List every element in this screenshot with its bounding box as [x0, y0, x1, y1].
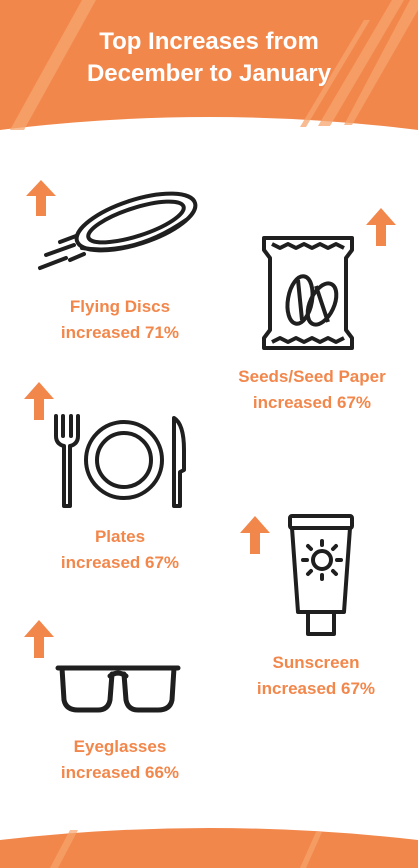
item-name: Sunscreen	[272, 653, 360, 672]
up-arrow-icon	[366, 208, 396, 246]
plate-fork-knife-icon	[54, 414, 186, 508]
item-name: Eyeglasses	[73, 737, 167, 756]
up-arrow-icon	[240, 516, 270, 554]
item-label-eyeglasses: Eyeglasses increased 66%	[20, 734, 220, 786]
up-arrow-icon	[26, 180, 56, 216]
item-label-plates: Plates increased 67%	[20, 524, 220, 576]
header-banner	[0, 0, 418, 130]
item-label-seeds: Seeds/Seed Paper increased 67%	[212, 364, 412, 416]
page-title-line-2: December to January	[86, 60, 332, 87]
item-label-sunscreen: Sunscreen increased 67%	[216, 650, 416, 702]
item-label-flying-discs: Flying Discs increased 71%	[20, 294, 220, 346]
item-increase: increased 66%	[60, 763, 180, 782]
item-name: Flying Discs	[69, 297, 171, 316]
page-title-line-1: Top Increases from	[99, 28, 319, 55]
flying-disc-icon	[38, 191, 198, 270]
up-arrow-icon	[24, 382, 54, 420]
item-increase: increased 67%	[252, 393, 372, 412]
item-name: Seeds/Seed Paper	[238, 367, 386, 386]
seed-packet-icon	[262, 236, 354, 350]
item-increase: increased 67%	[256, 679, 376, 698]
item-increase: increased 67%	[60, 553, 180, 572]
item-name: Plates	[94, 527, 146, 546]
up-arrow-icon	[24, 620, 54, 658]
item-increase: increased 71%	[60, 323, 180, 342]
sunscreen-tube-icon	[288, 514, 354, 636]
eyeglasses-icon	[55, 665, 181, 713]
